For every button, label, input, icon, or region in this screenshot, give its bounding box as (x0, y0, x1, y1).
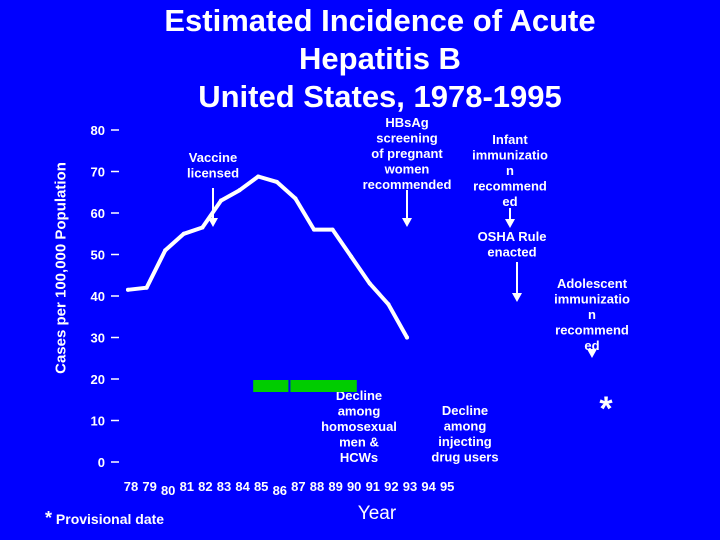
x-tick-label: 88 (310, 479, 324, 494)
x-tick-label: 81 (180, 479, 194, 494)
data-point (237, 188, 242, 193)
annotation-text: HBsAg (385, 115, 428, 130)
data-point (330, 227, 335, 232)
x-tick-label: 95 (440, 479, 454, 494)
provisional-marker: * (599, 390, 613, 428)
x-tick-label: 87 (291, 479, 305, 494)
chart-title: Estimated Incidence of Acute Hepatitis B… (95, 2, 665, 116)
annotation-arrow-head (587, 349, 597, 358)
annotation-text: n (588, 307, 596, 322)
data-point (349, 254, 354, 259)
series-line (126, 174, 409, 340)
data-point (126, 287, 130, 292)
annotation-text: ed (502, 194, 517, 209)
period-label: homosexual (321, 419, 397, 434)
chart-title-line: Hepatitis B (299, 41, 461, 76)
data-point (405, 335, 409, 340)
footnote-marker: * (45, 508, 53, 528)
data-point (293, 196, 298, 201)
annotation-text: recommended (363, 177, 452, 192)
x-tick-label: 83 (217, 479, 231, 494)
x-tick-label: 78 (124, 479, 138, 494)
data-point (144, 285, 149, 290)
annotation-arrow-head (402, 218, 412, 227)
y-tick-label: 40 (91, 289, 105, 304)
annotation-text: of pregnant (371, 146, 443, 161)
data-point (256, 174, 261, 179)
footnote: * Provisional date (45, 508, 164, 529)
period-label: HCWs (340, 450, 378, 465)
x-tick-label: 93 (403, 479, 417, 494)
x-tick-label: 86 (273, 483, 287, 498)
data-point (367, 281, 372, 286)
annotation-text: screening (376, 131, 437, 146)
y-tick-label: 20 (91, 372, 105, 387)
annotation-text: Adolescent (557, 276, 628, 291)
period-label: injecting (438, 434, 492, 449)
data-point (181, 231, 186, 236)
annotation-text: recommend (473, 179, 547, 194)
data-point (312, 227, 316, 232)
y-tick-label: 30 (91, 331, 105, 346)
period-bar (290, 380, 357, 392)
data-point (200, 225, 205, 230)
period-label: among (338, 404, 381, 419)
data-point (163, 248, 168, 253)
data-point (274, 179, 279, 184)
y-tick-label: 80 (91, 123, 105, 138)
x-tick-label: 82 (198, 479, 212, 494)
x-axis-label: Year (358, 503, 397, 524)
annotation-text: women (384, 162, 430, 177)
annotation-text: recommend (555, 323, 629, 338)
y-tick-label: 50 (91, 248, 105, 263)
period-bar (253, 380, 289, 392)
annotation-arrow-head (208, 218, 218, 227)
annotation-text: n (506, 163, 514, 178)
annotation-arrow-head (505, 219, 515, 228)
period-label: drug users (431, 450, 498, 465)
x-tick-label: 80 (161, 483, 175, 498)
annotation-text: immunizatio (472, 148, 548, 163)
period-label: among (444, 419, 487, 434)
x-tick-label: 84 (235, 479, 250, 494)
footnote-text: Provisional date (55, 511, 165, 527)
y-tick-label: 70 (91, 165, 105, 180)
x-tick-label: 92 (384, 479, 398, 494)
annotation-text: Infant (492, 132, 528, 147)
y-tick-label: 60 (91, 206, 105, 221)
x-tick-label: 90 (347, 479, 361, 494)
x-tick-label: 94 (421, 479, 436, 494)
chart-title-line: United States, 1978-1995 (198, 79, 562, 114)
x-tick-label: 79 (142, 479, 156, 494)
annotation-text: licensed (187, 166, 239, 181)
annotation-text: immunizatio (554, 292, 630, 307)
annotation-text: enacted (487, 245, 536, 260)
data-point (386, 302, 391, 307)
annotation-text: OSHA Rule (478, 229, 547, 244)
period-label: Decline (442, 403, 488, 418)
chart-title-line: Estimated Incidence of Acute (164, 3, 596, 38)
x-tick-label: 91 (366, 479, 380, 494)
data-point (219, 198, 223, 203)
period-label: men & (339, 435, 379, 450)
annotation-text: Vaccine (189, 150, 237, 165)
y-tick-label: 0 (98, 455, 105, 470)
x-tick-label: 89 (328, 479, 342, 494)
annotation-arrow-head (512, 293, 522, 302)
x-tick-label: 85 (254, 479, 268, 494)
y-tick-label: 10 (91, 414, 105, 429)
